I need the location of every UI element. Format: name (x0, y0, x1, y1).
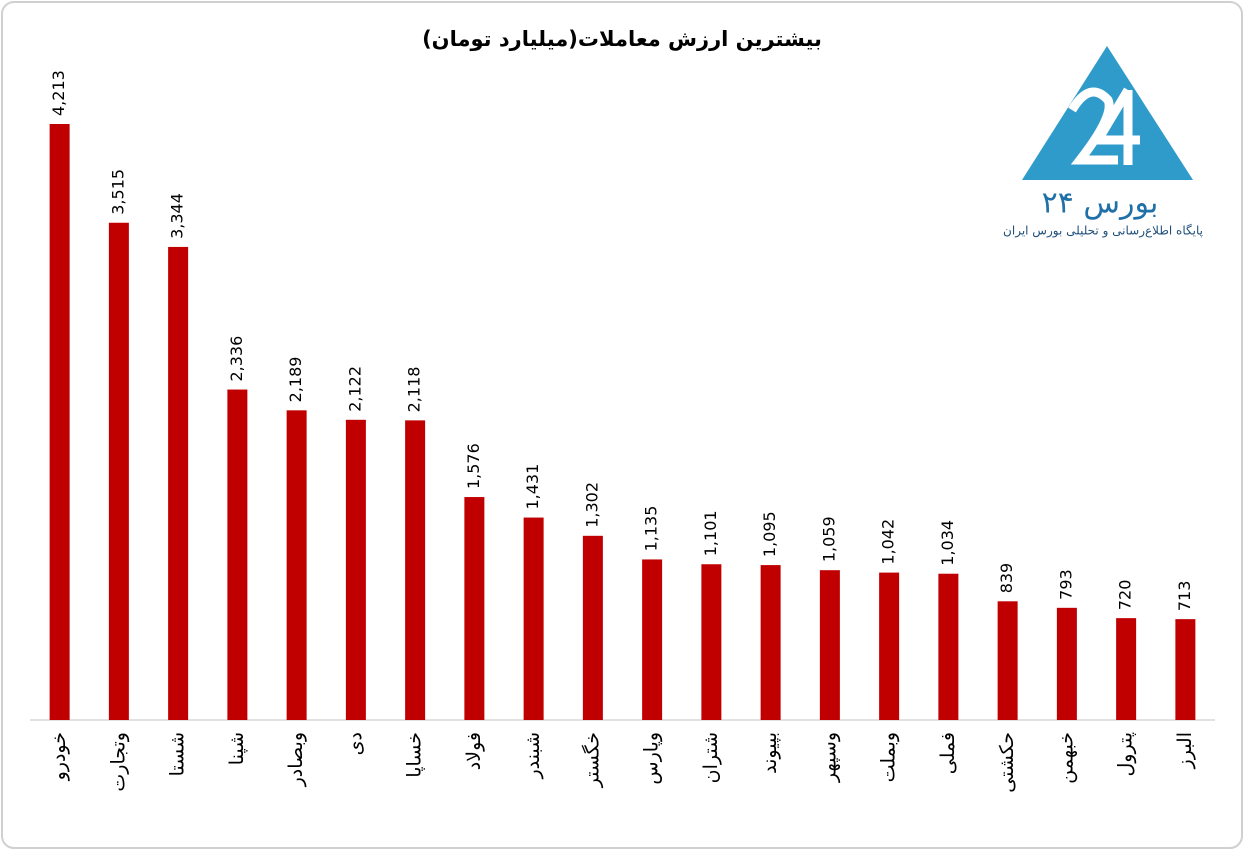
bar (345, 419, 366, 720)
bar (108, 222, 129, 720)
value-label: 2,336 (227, 336, 246, 382)
x-tick-label: خگستر (580, 732, 603, 788)
value-label: 2,118 (405, 367, 424, 413)
bar (168, 246, 189, 720)
value-label: 1,042 (879, 519, 898, 565)
bar (819, 570, 840, 720)
x-tick-label: وبصادر (285, 732, 307, 787)
x-tick-label: وپارس (641, 732, 663, 785)
bar (523, 517, 544, 720)
bar (997, 601, 1018, 720)
value-label: 793 (1056, 569, 1075, 600)
logo: بورس ۲۴ پایگاه اطلاع‌رسانی و تحلیلی بورس… (1003, 46, 1203, 239)
x-tick-label: فملی (937, 732, 959, 774)
x-tick-label: خودرو (48, 732, 70, 781)
x-tick-label: وتجارت (107, 732, 129, 792)
bar (938, 573, 959, 720)
x-tick-label: حکشتی (996, 732, 1018, 793)
value-label: 1,034 (938, 520, 957, 566)
x-tick-label: شستا (167, 732, 189, 776)
bar (286, 410, 307, 720)
value-label: 4,213 (49, 70, 68, 116)
value-label: 3,344 (168, 193, 187, 239)
bar (1116, 618, 1137, 720)
x-tick-label: شتران (700, 732, 722, 783)
bar (582, 535, 603, 720)
bar (760, 565, 781, 720)
bar (49, 124, 70, 720)
chart-title: بیشترین ارزش معاملات(میلیارد تومان) (422, 27, 822, 51)
value-label: 1,059 (819, 516, 838, 562)
x-tick-label: دی (344, 732, 366, 755)
bar (464, 497, 485, 720)
value-label: 1,101 (701, 510, 720, 556)
value-label: 720 (1116, 580, 1135, 611)
value-label: 1,302 (582, 482, 601, 528)
value-label: 839 (997, 563, 1016, 594)
x-tick-label: وسپهر (818, 732, 840, 783)
x-tick-label: شپنا (226, 732, 248, 765)
x-tick-label: خساپا (404, 732, 426, 778)
bar (701, 564, 722, 720)
logo-mark (1068, 87, 1140, 165)
logo-tagline: پایگاه اطلاع‌رسانی و تحلیلی بورس ایران (1003, 224, 1203, 239)
x-tick-label: البرز (1174, 732, 1196, 769)
bar (642, 559, 663, 720)
x-tick-label: وبملت (878, 732, 900, 782)
value-label: 1,576 (464, 443, 483, 489)
bar (1056, 607, 1077, 720)
bar (879, 572, 900, 720)
value-label: 3,515 (108, 169, 127, 215)
x-tick-label: فولاد (463, 732, 485, 770)
value-label: 713 (1175, 581, 1194, 612)
x-tick-label: بپیوند (759, 732, 781, 774)
logo-name: بورس ۲۴ (1042, 186, 1159, 221)
x-tick-label: شبندر (522, 732, 544, 780)
value-label: 2,122 (345, 366, 364, 412)
bar (227, 389, 248, 720)
bar (405, 420, 426, 720)
x-tick-label: خبهمن (1055, 732, 1077, 784)
value-label: 1,095 (760, 511, 779, 557)
value-label: 2,189 (286, 357, 305, 403)
bar (1175, 619, 1196, 720)
x-tick-label: پترول (1115, 732, 1137, 777)
value-label: 1,431 (523, 464, 542, 510)
value-label: 1,135 (642, 506, 661, 552)
